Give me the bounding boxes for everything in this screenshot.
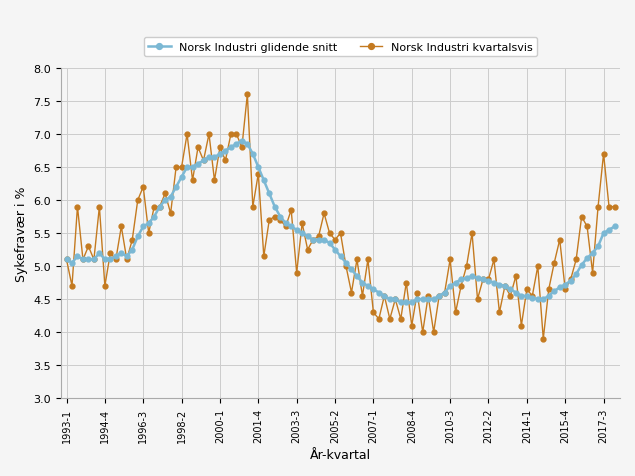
Norsk Industri glidende snitt <box>397 300 404 306</box>
Norsk Industri kvartalsvis <box>540 336 547 342</box>
Norsk Industri kvartalsvis <box>199 158 207 164</box>
X-axis label: År-kvartal: År-kvartal <box>310 448 371 461</box>
Y-axis label: Sykefravær i %: Sykefravær i % <box>15 186 28 281</box>
Line: Norsk Industri glidende snitt: Norsk Industri glidende snitt <box>64 139 617 305</box>
Norsk Industri glidende snitt <box>611 224 618 230</box>
Norsk Industri kvartalsvis <box>611 204 618 210</box>
Norsk Industri glidende snitt <box>457 277 465 283</box>
Norsk Industri glidende snitt <box>485 278 492 284</box>
Norsk Industri glidende snitt <box>238 139 246 144</box>
Norsk Industri kvartalsvis <box>320 211 328 217</box>
Legend: Norsk Industri glidende snitt, Norsk Industri kvartalsvis: Norsk Industri glidende snitt, Norsk Ind… <box>144 38 537 57</box>
Norsk Industri kvartalsvis <box>397 317 404 322</box>
Norsk Industri glidende snitt <box>320 238 328 243</box>
Norsk Industri glidende snitt <box>101 257 109 263</box>
Norsk Industri kvartalsvis <box>101 284 109 289</box>
Line: Norsk Industri kvartalsvis: Norsk Industri kvartalsvis <box>64 93 617 341</box>
Norsk Industri kvartalsvis <box>451 310 459 316</box>
Norsk Industri kvartalsvis <box>63 257 70 263</box>
Norsk Industri glidende snitt <box>199 158 207 164</box>
Norsk Industri kvartalsvis <box>479 277 487 283</box>
Norsk Industri kvartalsvis <box>244 92 251 98</box>
Norsk Industri glidende snitt <box>403 300 410 306</box>
Norsk Industri glidende snitt <box>63 257 70 263</box>
